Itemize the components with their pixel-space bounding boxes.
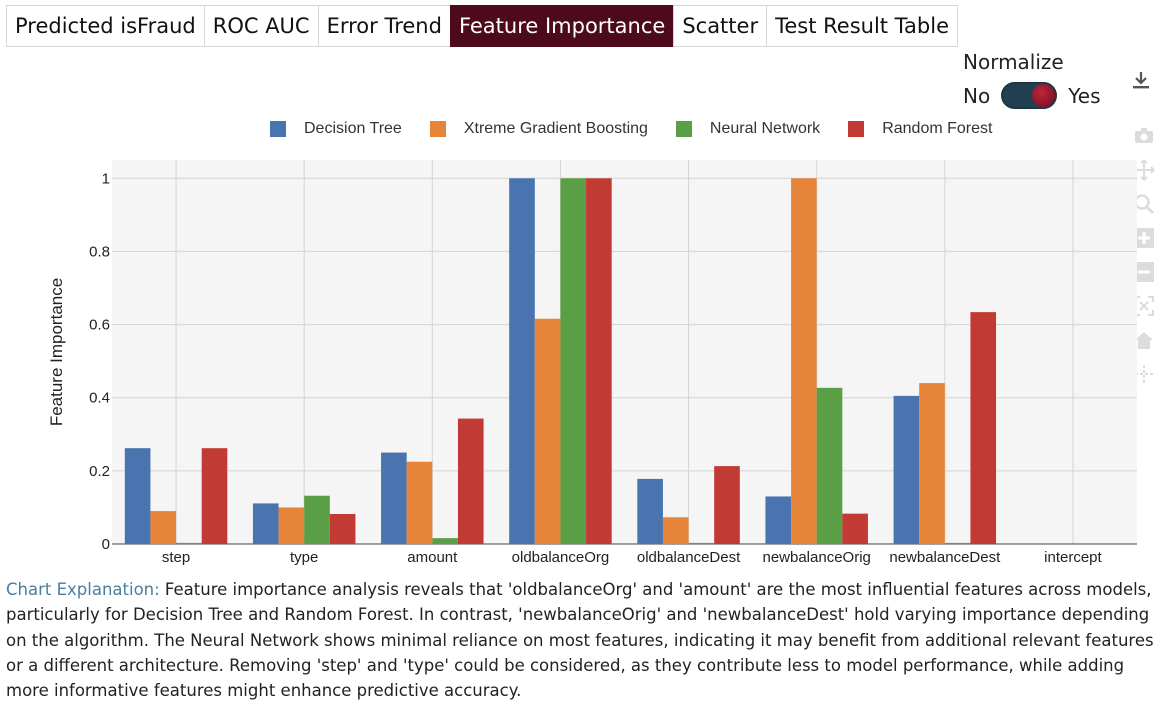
bar [124,448,151,544]
explanation-lead: Chart Explanation: [6,580,160,599]
normalize-on-label: Yes [1068,83,1101,108]
plot-area [112,160,1137,544]
legend-label: Neural Network [709,120,821,137]
bar [329,514,356,544]
normalize-label: Normalize [963,50,1064,74]
x-tick-label: newbalanceDest [889,549,1001,566]
bar [201,448,228,544]
bar [791,178,817,545]
toggle-knob [1032,84,1056,107]
y-tick-label: 0.8 [89,243,110,260]
chart-explanation: Chart Explanation: Feature importance an… [6,577,1162,703]
tab-scatter[interactable]: Scatter [673,5,768,47]
bar [252,503,279,544]
bar [919,383,945,544]
bar [381,452,407,544]
normalize-off-label: No [963,83,991,108]
normalize-toggle[interactable] [1001,82,1058,109]
bar [816,387,843,544]
bar [278,507,305,544]
bar [534,318,561,544]
zoom-out-icon[interactable] [1133,261,1155,283]
bar [150,511,177,544]
x-tick-label: type [290,549,318,566]
explanation-text: Feature importance analysis reveals that… [6,580,1154,701]
bar [765,496,792,544]
legend-item-xtreme-gradient-boosting[interactable]: Xtreme Gradient Boosting [429,120,648,138]
x-tick-label: amount [407,549,458,566]
normalize-toggle-row: No Yes [963,82,1101,109]
bar [432,538,458,544]
y-axis-title: Feature Importance [47,278,66,426]
legend-item-decision-tree[interactable]: Decision Tree [270,120,402,138]
tab-test-result-table[interactable]: Test Result Table [766,5,958,47]
y-tick-label: 1 [102,170,110,187]
spike-lines-icon[interactable] [1133,363,1155,385]
x-tick-label: step [162,549,190,566]
tab-roc-auc[interactable]: ROC AUC [203,5,319,47]
feature-importance-chart: 0 0.2 0.4 0.6 0.8 1 step type amount oldbalanceOr… [47,160,1137,566]
camera-icon[interactable] [1133,125,1155,147]
y-tick-label: 0 [102,536,110,553]
x-tick-label: intercept [1044,549,1102,566]
legend-item-random-forest[interactable]: Random Forest [848,120,992,138]
bar [304,495,330,544]
download-icon[interactable] [1131,70,1151,90]
legend-label: Xtreme Gradient Boosting [463,120,648,137]
zoom-in-icon[interactable] [1133,227,1155,249]
bar [842,513,868,544]
legend-swatch [675,121,692,137]
x-tick-label: newbalanceOrig [762,549,870,566]
tab-predicted-isfraud[interactable]: Predicted isFraud [6,5,205,47]
bar [176,542,202,544]
y-tick-label: 0.6 [89,317,110,334]
bar [406,461,433,544]
bar [688,542,715,544]
x-tick-label: oldbalanceDest [637,549,741,566]
tab-bar: Predicted isFraud ROC AUC Error Trend Fe… [6,5,958,47]
bar [457,418,484,544]
legend-swatch [270,121,286,137]
chart-legend: Decision Tree Xtreme Gradient Boosting N… [270,120,1020,138]
bar [662,517,689,544]
bar [560,178,587,545]
bar [714,466,740,544]
x-tick-label: oldbalanceOrg [512,549,610,566]
home-icon[interactable] [1133,329,1155,351]
legend-swatch [848,121,865,137]
bar [944,542,971,544]
bar [970,312,997,544]
tab-error-trend[interactable]: Error Trend [317,5,451,47]
legend-swatch [429,121,446,137]
legend-label: Random Forest [882,120,993,137]
bar [509,178,535,545]
bar [586,178,612,545]
legend-item-neural-network[interactable]: Neural Network [675,120,821,138]
tab-feature-importance[interactable]: Feature Importance [449,5,675,47]
bar [893,395,920,544]
y-tick-label: 0.2 [89,463,110,480]
y-tick-label: 0.4 [89,390,110,407]
bar [637,478,663,544]
plot-modebar [1133,125,1155,397]
legend-label: Decision Tree [304,120,402,137]
